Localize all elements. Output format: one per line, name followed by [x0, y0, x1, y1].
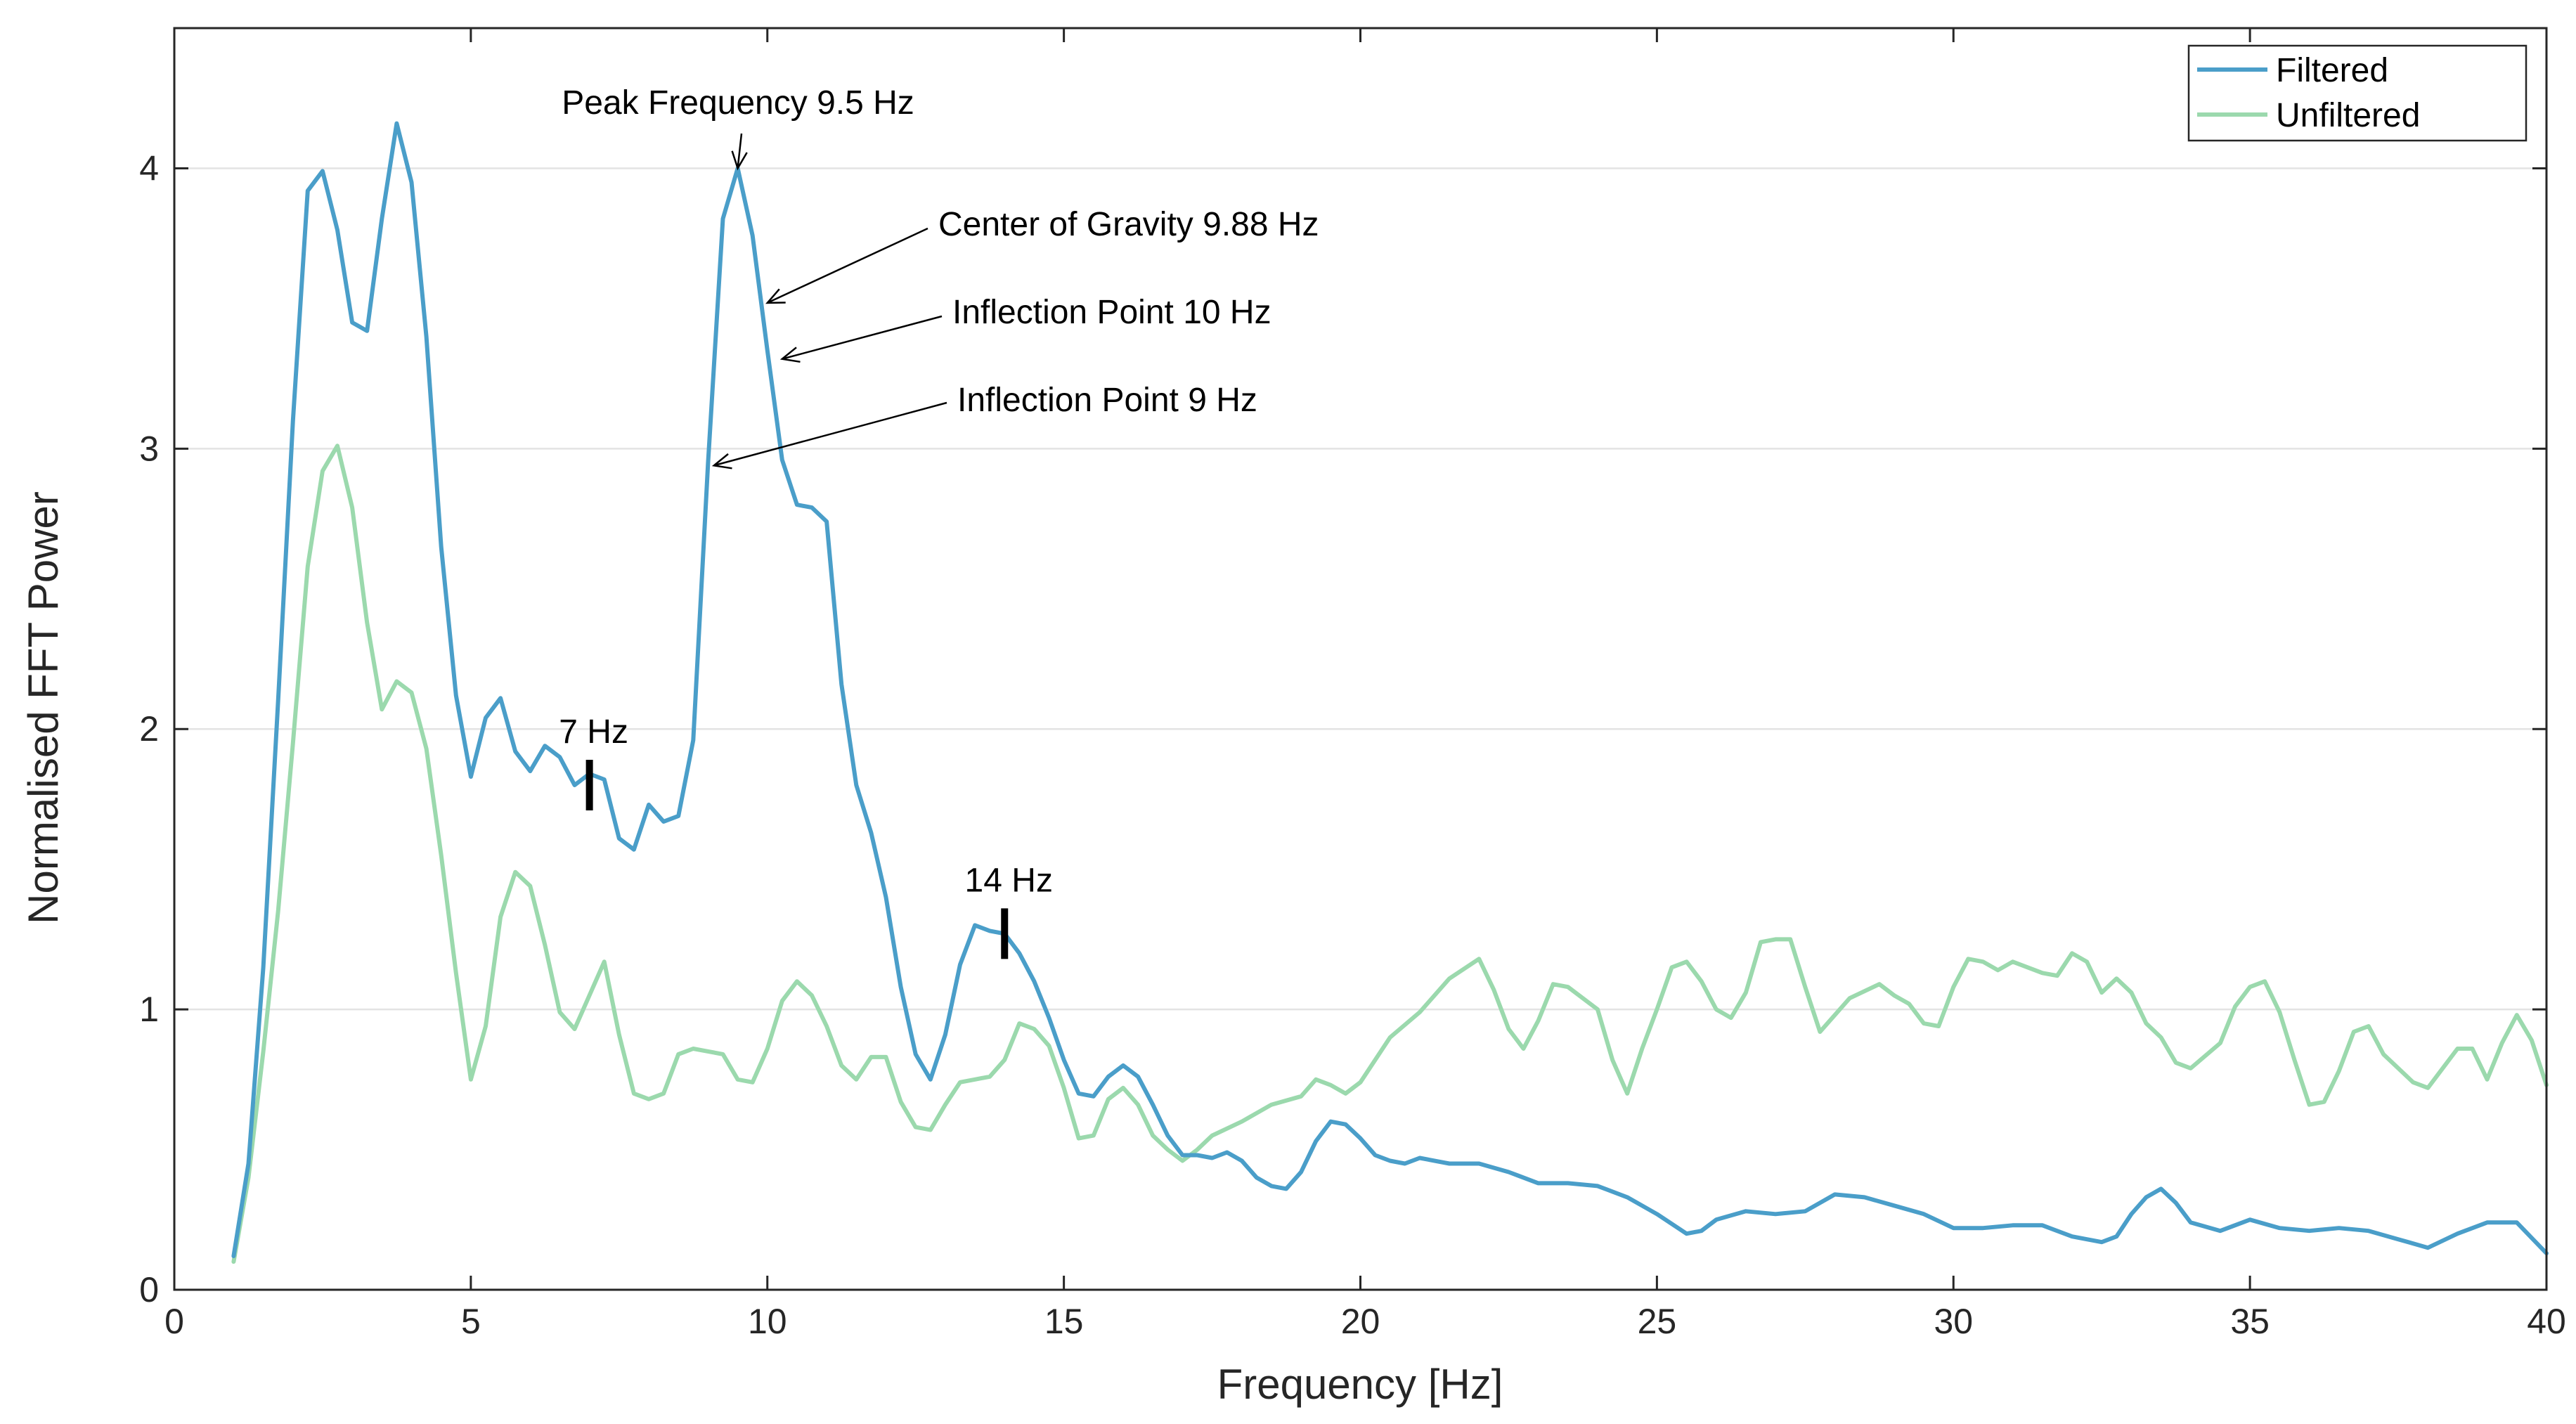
data-series — [231, 121, 2549, 1264]
y-tick-label-1: 1 — [139, 990, 159, 1029]
y-tick-label-0: 0 — [139, 1270, 159, 1309]
x-tick-label-5: 5 — [461, 1302, 481, 1341]
annotation-label-2: Inflection Point 10 Hz — [952, 294, 1271, 331]
annotation-arrow-line-0 — [737, 133, 743, 169]
x-tick-label-30: 30 — [1934, 1302, 1973, 1341]
legend-label-unfiltered: Unfiltered — [2276, 97, 2420, 134]
annotation-arrowhead-3 — [711, 453, 732, 470]
grid-lines — [174, 167, 2546, 1011]
x-axis-label: Frequency [Hz] — [1217, 1361, 1503, 1408]
x-tick-label-40: 40 — [2527, 1302, 2566, 1341]
series-line-filtered — [231, 121, 2549, 1259]
x-tick-label-15: 15 — [1044, 1302, 1084, 1341]
y-tick-label-4: 4 — [139, 148, 159, 188]
series-line-unfiltered — [231, 444, 2549, 1264]
frequency-markers: 7 Hz 14 Hz — [559, 713, 1053, 959]
y-tick-label-2: 2 — [139, 709, 159, 749]
annotation-arrow-line-2 — [782, 315, 943, 360]
annotation-arrowhead-1 — [765, 288, 786, 304]
annotation-arrow-line-1 — [767, 227, 928, 304]
annotation-label-0: Peak Frequency 9.5 Hz — [562, 84, 914, 122]
marker-label-1: 14 Hz — [965, 862, 1053, 899]
annotation-arrowhead-0 — [731, 150, 748, 171]
x-tick-label-35: 35 — [2230, 1302, 2270, 1341]
annotation-arrow-line-3 — [713, 401, 947, 467]
legend-label-filtered: Filtered — [2276, 52, 2388, 89]
annotations: Peak Frequency 9.5 Hz Center of Gravity 9… — [562, 84, 1319, 470]
annotation-label-3: Inflection Point 9 Hz — [957, 382, 1257, 419]
x-tick-label-0: 0 — [164, 1302, 184, 1341]
x-tick-label-25: 25 — [1638, 1302, 1677, 1341]
y-tick-label-3: 3 — [139, 429, 159, 468]
y-axis-label: Normalised FFT Power — [20, 491, 67, 924]
x-tick-label-20: 20 — [1341, 1302, 1380, 1341]
legend: Filtered Unfiltered — [2187, 44, 2528, 142]
annotation-label-1: Center of Gravity 9.88 Hz — [938, 206, 1319, 243]
annotation-arrowhead-2 — [779, 347, 801, 363]
legend-box — [2187, 44, 2528, 142]
marker-label-0: 7 Hz — [559, 713, 628, 751]
x-tick-label-10: 10 — [748, 1302, 787, 1341]
